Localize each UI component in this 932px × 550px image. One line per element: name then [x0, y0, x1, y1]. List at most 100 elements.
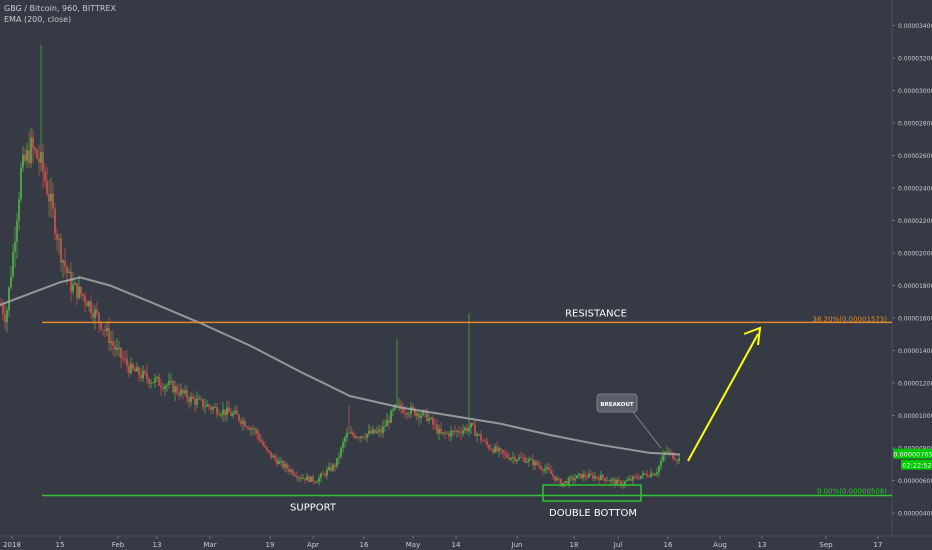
candle-body: [222, 409, 224, 415]
candle-body: [212, 407, 214, 410]
candle-body: [268, 450, 270, 452]
candle-body: [154, 378, 156, 383]
candle-body: [246, 426, 248, 428]
candle-body: [614, 479, 616, 485]
candle-body: [634, 476, 636, 478]
candle-body: [604, 478, 606, 481]
candle-body: [122, 357, 124, 359]
candle-body: [566, 480, 568, 484]
candle-body: [342, 442, 344, 448]
candle-body: [526, 461, 528, 463]
candle-body: [488, 444, 490, 449]
support-label: SUPPORT: [290, 502, 337, 513]
candle-body: [550, 470, 552, 474]
candle-body: [50, 193, 52, 202]
x-tick-label: 16: [360, 541, 369, 549]
candle-body: [320, 473, 322, 478]
candle-body: [650, 473, 652, 477]
candle-body: [8, 287, 10, 311]
candle-body: [660, 461, 662, 466]
candle-body: [34, 147, 36, 150]
y-tick-label: 0.00001200: [898, 381, 932, 388]
candle-body: [248, 427, 250, 430]
candle-body: [466, 427, 468, 432]
candle-body: [18, 199, 20, 221]
candle-body: [164, 386, 166, 390]
candle-body: [60, 238, 62, 263]
candle-body: [90, 301, 92, 313]
candle-body: [6, 310, 8, 323]
candle-body: [270, 451, 272, 458]
candle-body: [284, 464, 286, 468]
candle-body: [422, 410, 424, 416]
candle-body: [576, 475, 578, 479]
candle-body: [280, 461, 282, 462]
candle-body: [304, 478, 306, 481]
candle-body: [390, 410, 392, 423]
candle-body: [230, 412, 232, 416]
candle-body: [350, 432, 352, 434]
candle-body: [380, 429, 382, 434]
candle-body: [490, 448, 492, 450]
candle-body: [10, 276, 12, 288]
candle-body: [144, 370, 146, 373]
candle-body: [82, 294, 84, 297]
candle-body: [312, 476, 314, 482]
candle-body: [624, 481, 626, 485]
candle-body: [366, 433, 368, 438]
candle-body: [358, 437, 360, 439]
candle-body: [558, 478, 560, 480]
candle-body: [190, 396, 192, 403]
y-tick-label: 0.00001400: [898, 348, 932, 355]
candle-body: [152, 382, 154, 384]
candle-body: [172, 381, 174, 393]
candle-body: [372, 429, 374, 434]
x-tick-label: 18: [570, 541, 579, 549]
candle-body: [300, 477, 302, 479]
candle-body: [360, 436, 362, 438]
candle-body: [522, 457, 524, 459]
candle-body: [404, 412, 406, 414]
candle-body: [546, 467, 548, 469]
candle-body: [602, 474, 604, 479]
y-tick-label: 0.00003400: [898, 23, 932, 30]
candle-body: [216, 407, 218, 415]
candle-body: [308, 476, 310, 482]
candle-body: [264, 445, 266, 448]
candle-body: [218, 414, 220, 416]
candle-body: [188, 398, 190, 403]
candle-body: [288, 468, 290, 472]
y-tick-label: 0.00002400: [898, 186, 932, 193]
candle-body: [20, 167, 22, 200]
candle-body: [42, 152, 44, 172]
x-tick-label: Feb: [112, 541, 125, 549]
y-tick-label: 0.00002200: [898, 218, 932, 225]
candle-body: [348, 432, 350, 434]
y-tick-label: 0.00001600: [898, 316, 932, 323]
candle-body: [514, 457, 516, 462]
candle-body: [286, 464, 288, 469]
candle-body: [120, 347, 122, 358]
candle-body: [464, 427, 466, 431]
candle-body: [72, 284, 74, 292]
candle-body: [88, 301, 90, 307]
candle-body: [632, 476, 634, 481]
candle-body: [76, 283, 78, 298]
candle-body: [240, 420, 242, 424]
candle-body: [364, 437, 366, 439]
candle-body: [108, 327, 110, 344]
candle-body: [368, 430, 370, 434]
candle-body: [26, 150, 28, 161]
candle-body: [382, 426, 384, 434]
candle-body: [186, 390, 188, 399]
candle-body: [96, 309, 98, 313]
candle-body: [252, 428, 254, 430]
candle-body: [70, 271, 72, 292]
candle-body: [100, 321, 102, 330]
candle-body: [58, 238, 60, 240]
candle-body: [620, 481, 622, 486]
candle-body: [402, 408, 404, 413]
candle-body: [254, 429, 256, 431]
